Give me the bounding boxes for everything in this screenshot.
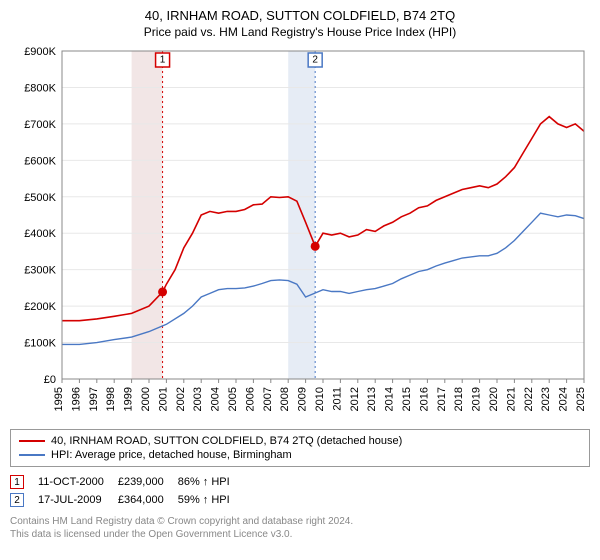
x-tick-label: 2012 <box>349 387 361 411</box>
x-tick-label: 2001 <box>157 387 169 411</box>
x-tick-label: 2016 <box>418 387 430 411</box>
x-tick-label: 2009 <box>297 387 309 411</box>
legend-label: 40, IRNHAM ROAD, SUTTON COLDFIELD, B74 2… <box>51 435 402 447</box>
y-tick-label: £0 <box>44 374 56 386</box>
marker-number: 2 <box>312 55 318 66</box>
x-tick-label: 1995 <box>53 387 65 411</box>
marker-dot <box>158 287 167 296</box>
x-tick-label: 2025 <box>575 387 587 411</box>
chart-container: 40, IRNHAM ROAD, SUTTON COLDFIELD, B74 2… <box>0 0 600 560</box>
chart-plot-area: £0 £100K £200K £300K £400K £500K £600K £700K £80… <box>10 45 590 425</box>
y-tick-label: £400K <box>24 228 56 240</box>
x-tick-label: 2019 <box>471 387 483 411</box>
footer-attribution: Contains HM Land Registry data © Crown c… <box>10 515 590 541</box>
x-tick-label: 1998 <box>105 387 117 411</box>
x-tick-label: 2002 <box>175 387 187 411</box>
marker-number: 1 <box>160 55 166 66</box>
event-price: £364,000 <box>118 491 178 509</box>
legend-item: HPI: Average price, detached house, Birm… <box>19 448 581 462</box>
x-tick-label: 1999 <box>123 387 135 411</box>
x-tick-label: 2021 <box>505 387 517 411</box>
x-tick-label: 2008 <box>279 387 291 411</box>
event-pct: 59% ↑ HPI <box>178 491 244 509</box>
event-date: 11-OCT-2000 <box>38 473 118 491</box>
x-tick-label: 2020 <box>488 387 500 411</box>
x-tick-label: 2004 <box>210 387 222 411</box>
x-tick-label: 1997 <box>88 387 100 411</box>
x-tick-label: 2022 <box>523 387 535 411</box>
shaded-band <box>288 51 315 379</box>
x-tick-label: 2000 <box>140 387 152 411</box>
event-marker: 1 <box>10 475 24 489</box>
shaded-band <box>132 51 163 379</box>
marker-dot <box>311 242 320 251</box>
event-marker: 2 <box>10 493 24 507</box>
event-row: 1 11-OCT-2000£239,00086% ↑ HPI <box>10 473 244 491</box>
chart-title: 40, IRNHAM ROAD, SUTTON COLDFIELD, B74 2… <box>10 8 590 23</box>
y-tick-label: £900K <box>24 46 56 58</box>
legend-swatch <box>19 454 45 456</box>
event-row: 2 17-JUL-2009£364,00059% ↑ HPI <box>10 491 244 509</box>
x-tick-label: 2013 <box>366 387 378 411</box>
chart-svg: £0 £100K £200K £300K £400K £500K £600K £700K £80… <box>10 45 590 425</box>
y-tick-label: £700K <box>24 119 56 131</box>
event-price: £239,000 <box>118 473 178 491</box>
event-pct: 86% ↑ HPI <box>178 473 244 491</box>
x-tick-label: 2024 <box>558 387 570 411</box>
x-tick-label: 2023 <box>540 387 552 411</box>
legend-label: HPI: Average price, detached house, Birm… <box>51 449 292 461</box>
x-tick-label: 2018 <box>453 387 465 411</box>
x-tick-label: 2003 <box>192 387 204 411</box>
legend-item: 40, IRNHAM ROAD, SUTTON COLDFIELD, B74 2… <box>19 434 581 448</box>
y-tick-label: £100K <box>24 338 56 350</box>
footer-line-2: This data is licensed under the Open Gov… <box>10 528 590 541</box>
y-tick-label: £200K <box>24 301 56 313</box>
x-tick-label: 2006 <box>244 387 256 411</box>
x-tick-label: 2011 <box>331 387 343 411</box>
x-tick-label: 2017 <box>436 387 448 411</box>
legend-swatch <box>19 440 45 442</box>
y-tick-label: £600K <box>24 155 56 167</box>
y-tick-label: £800K <box>24 82 56 94</box>
x-tick-label: 2005 <box>227 387 239 411</box>
event-date: 17-JUL-2009 <box>38 491 118 509</box>
x-tick-label: 2014 <box>384 387 396 411</box>
x-tick-label: 2007 <box>262 387 274 411</box>
chart-subtitle: Price paid vs. HM Land Registry's House … <box>10 25 590 39</box>
x-tick-label: 1996 <box>70 387 82 411</box>
x-tick-label: 2010 <box>314 387 326 411</box>
legend: 40, IRNHAM ROAD, SUTTON COLDFIELD, B74 2… <box>10 429 590 467</box>
footer-line-1: Contains HM Land Registry data © Crown c… <box>10 515 590 528</box>
y-tick-label: £300K <box>24 265 56 277</box>
y-tick-label: £500K <box>24 192 56 204</box>
x-tick-label: 2015 <box>401 387 413 411</box>
events-table: 1 11-OCT-2000£239,00086% ↑ HPI 2 17-JUL-200… <box>10 473 244 509</box>
